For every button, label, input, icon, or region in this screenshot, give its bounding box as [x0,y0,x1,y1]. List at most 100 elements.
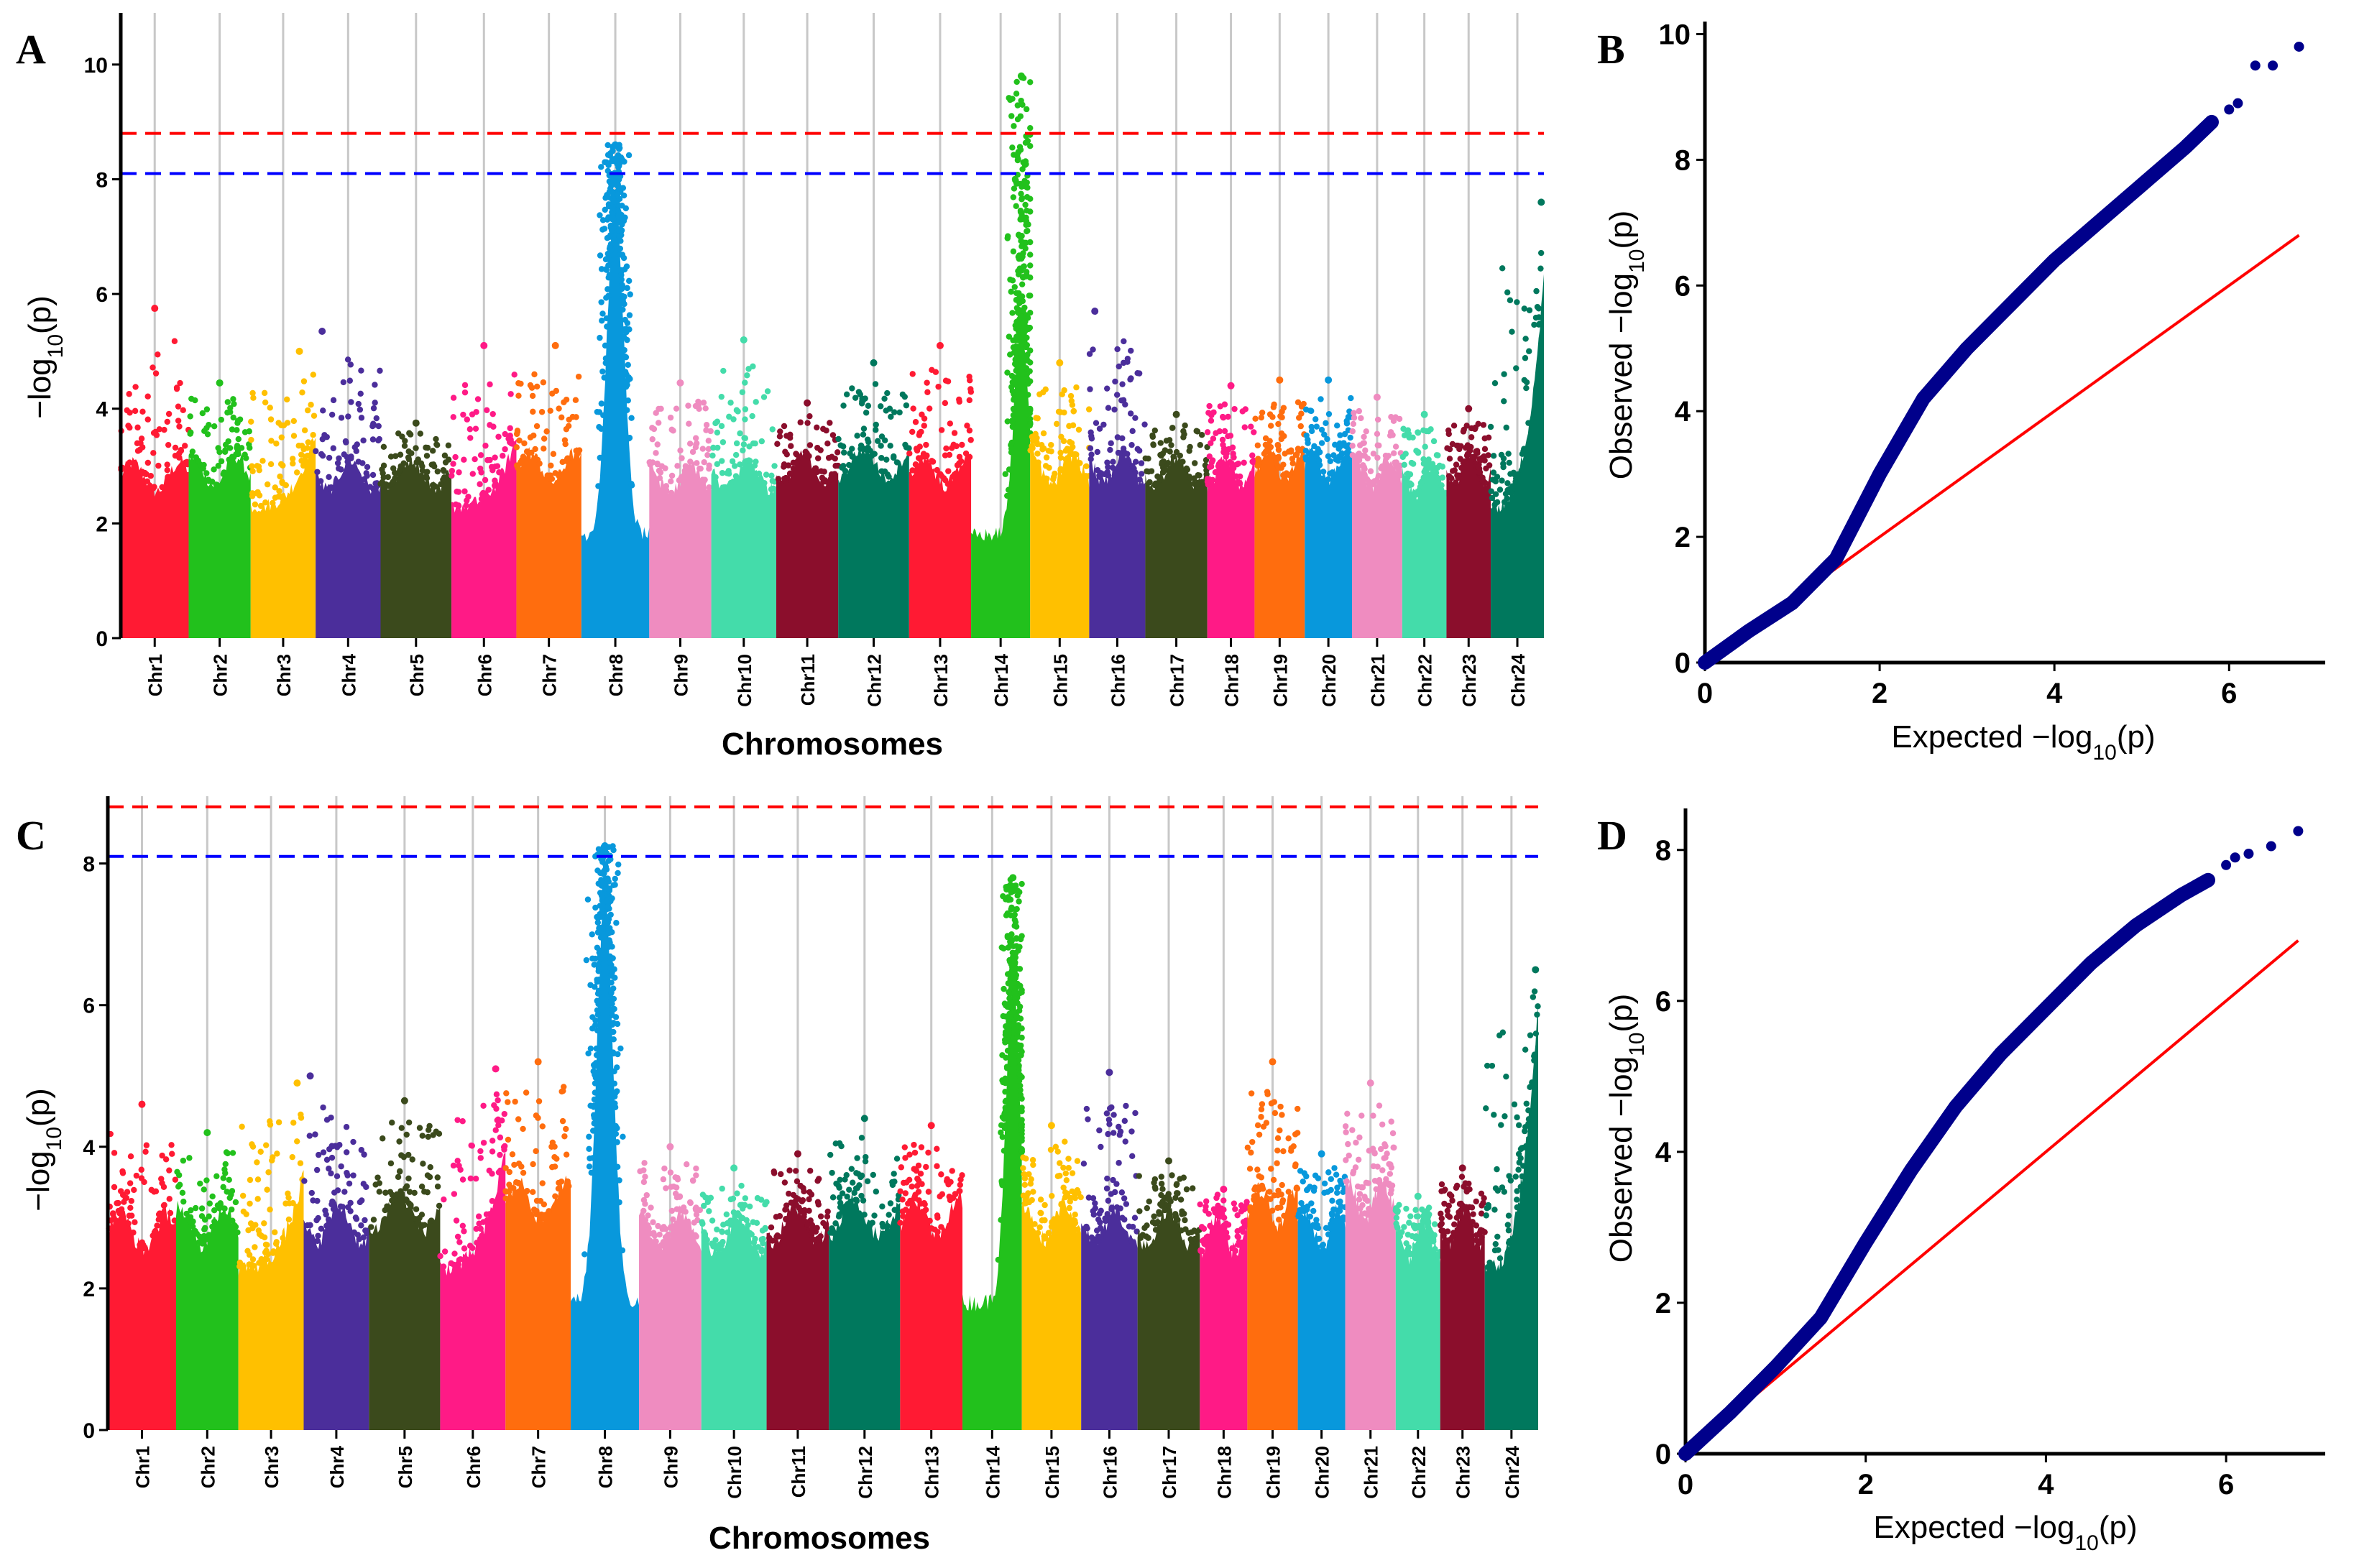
snp-point [623,329,630,336]
snp-point [628,415,635,421]
snp-point [1449,441,1456,448]
snp-point [473,1225,479,1232]
snp-point [1344,1110,1351,1117]
snp-point [523,1189,530,1195]
snp-point [1113,1181,1120,1187]
snp-point [527,382,534,389]
snp-point [460,411,466,418]
snp-point [612,875,618,882]
snp-point [472,1176,479,1182]
snp-point [1530,994,1537,1000]
snp-point [122,1194,129,1202]
snp-point [220,1184,226,1191]
snp-point [1258,1114,1264,1120]
snp-point [401,443,408,449]
snp-point [279,479,285,486]
snp-point [111,1214,117,1222]
snp-point [1008,446,1015,452]
snp-point [863,1153,869,1161]
snp-point [452,501,459,508]
snp-point [909,428,916,435]
snp-point [775,476,782,482]
snp-point [1017,936,1024,943]
snp-point [1468,443,1474,451]
snp-point [275,493,282,500]
snp-point [693,1172,699,1179]
snp-point [329,1143,336,1150]
snp-point [372,1181,379,1188]
snp-point [648,1204,654,1211]
snp-point [1221,428,1228,435]
snp-point [372,382,378,388]
snp-point [596,924,603,931]
snp-point [434,1183,441,1190]
snp-point [357,390,364,397]
snp-point [440,476,446,483]
snp-point [843,391,850,397]
x-tick-label: 2 [1858,1469,1874,1500]
snp-point [1158,1181,1165,1187]
snp-point [548,462,554,469]
snp-point [603,267,610,273]
snp-point [1274,441,1281,448]
snp-point [1138,460,1145,466]
snp-point [1105,1197,1112,1204]
snp-point [623,263,630,269]
snp-point [806,1168,814,1174]
manhattan-point-band [1440,1201,1485,1430]
snp-point [1129,1153,1136,1160]
snp-point [814,424,820,431]
snp-point [155,351,161,358]
snp-point [1035,459,1041,466]
snp-point [1453,1214,1460,1221]
snp-point [1370,1163,1377,1170]
snp-point [847,1198,854,1205]
snp-point [1010,405,1017,412]
snp-point [270,499,276,507]
snp-point [1392,414,1399,420]
snp-point [1173,1181,1180,1189]
snp-point [213,1173,220,1179]
snp-point [165,441,172,448]
snp-point [407,431,414,438]
snp-point [619,1247,626,1254]
snp-point [1011,284,1018,290]
snp-point [203,406,211,412]
snp-point [604,286,611,292]
snp-point [1256,1131,1263,1138]
snp-point [786,470,794,476]
snp-point [621,353,628,359]
manhattan-point-band [1021,1196,1082,1430]
snp-point [620,306,626,313]
snp-point [1011,361,1018,367]
snp-point [607,911,614,918]
snp-point [1441,1200,1448,1207]
snp-point [1006,1021,1012,1028]
snp-point [249,1256,257,1263]
snp-point [1105,1130,1111,1138]
snp-point [1013,1014,1020,1021]
snp-point [914,1183,921,1189]
chromosome-tick-label: Chr23 [1458,654,1480,707]
snp-point [126,391,132,397]
snp-point [530,1189,536,1196]
snp-point [704,451,711,458]
snp-point [874,438,881,444]
observed-tail-point [2294,41,2304,52]
snp-point [1397,472,1404,479]
snp-point [1351,415,1358,421]
top-snp-point [730,1164,738,1172]
snp-point [376,1189,383,1195]
snp-point [752,440,758,447]
snp-point [1210,1206,1218,1212]
snp-point [1446,456,1453,462]
snp-point [870,451,876,457]
snp-point [1527,1084,1533,1090]
snp-point [959,441,965,448]
snp-point [1449,1197,1456,1204]
snp-point [1515,1150,1522,1158]
snp-point [1529,1079,1535,1086]
snp-point [376,435,382,443]
snp-point [325,1216,332,1223]
snp-point [1002,1122,1008,1129]
